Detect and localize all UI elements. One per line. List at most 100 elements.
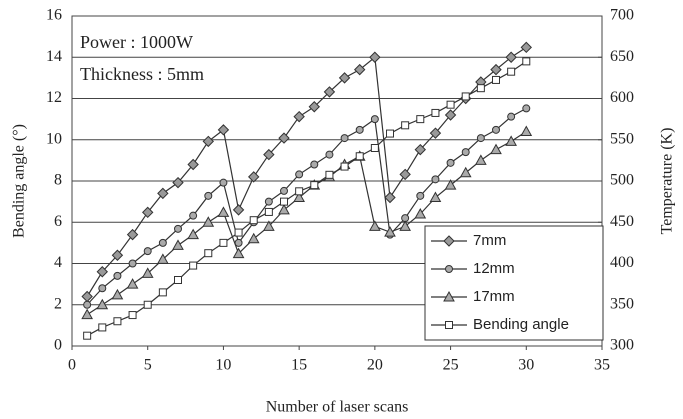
marker <box>202 216 215 227</box>
marker <box>249 216 258 225</box>
marker <box>476 134 485 143</box>
marker <box>444 109 457 121</box>
marker <box>113 317 122 326</box>
y-tick-label: 16 <box>46 7 62 24</box>
x-tick-label: 20 <box>367 357 383 374</box>
marker <box>429 127 442 139</box>
y2-tick-label: 550 <box>610 130 634 147</box>
marker <box>507 112 516 121</box>
marker <box>295 187 304 196</box>
marker <box>172 239 184 250</box>
marker <box>157 253 169 264</box>
marker <box>217 124 230 136</box>
marker <box>369 51 381 63</box>
annotation: Power : 1000W <box>80 32 193 52</box>
marker <box>492 75 500 84</box>
marker <box>416 115 425 124</box>
x-tick-label: 35 <box>594 357 610 374</box>
marker <box>83 300 92 309</box>
legend-label: 7mm <box>473 232 506 249</box>
marker <box>476 84 485 93</box>
marker <box>431 175 440 184</box>
marker <box>98 323 107 332</box>
marker <box>204 249 213 258</box>
marker <box>81 308 93 320</box>
y-tick-label: 4 <box>54 254 62 271</box>
marker <box>142 206 154 219</box>
marker <box>522 104 531 113</box>
marker <box>143 247 152 256</box>
marker <box>431 108 440 117</box>
marker <box>83 331 92 340</box>
marker <box>278 132 290 144</box>
marker <box>308 101 320 113</box>
marker <box>384 191 396 204</box>
marker <box>475 154 487 165</box>
marker <box>340 134 349 143</box>
marker <box>505 51 517 63</box>
y2-axis-label: Temperature (K) <box>659 128 676 235</box>
marker <box>520 41 532 54</box>
marker <box>325 150 334 159</box>
marker <box>338 72 351 84</box>
marker <box>141 267 154 278</box>
marker <box>370 144 379 152</box>
plot-frame <box>71 15 603 347</box>
y-tick-label: 14 <box>46 48 62 65</box>
y-tick-label: 12 <box>46 89 62 106</box>
marker <box>172 176 184 189</box>
marker <box>280 197 288 206</box>
x-tick-label: 5 <box>144 357 152 374</box>
marker <box>444 179 457 190</box>
marker <box>340 162 349 171</box>
marker <box>310 160 319 169</box>
marker <box>263 220 275 231</box>
x-tick-label: 0 <box>68 357 76 374</box>
y2-tick-label: 400 <box>610 254 634 271</box>
x-tick-label: 15 <box>291 357 307 374</box>
legend-marker <box>445 265 453 273</box>
marker <box>232 204 245 216</box>
marker <box>128 259 137 268</box>
marker <box>325 170 334 179</box>
marker <box>204 191 213 200</box>
marker <box>111 288 124 300</box>
marker <box>461 92 470 101</box>
y2-tick-label: 350 <box>610 295 634 312</box>
marker <box>189 211 198 220</box>
marker <box>96 266 108 278</box>
legend-marker <box>443 290 455 302</box>
legend-label: 12mm <box>473 260 515 277</box>
marker <box>446 100 455 109</box>
marker <box>219 238 228 247</box>
legend-marker <box>445 321 453 329</box>
marker <box>386 129 394 138</box>
marker <box>189 261 198 270</box>
legend-label: 17mm <box>473 288 515 305</box>
y-tick-label: 8 <box>54 172 62 189</box>
marker <box>399 220 411 231</box>
marker <box>414 207 427 219</box>
marker <box>310 181 319 190</box>
marker <box>370 115 379 124</box>
marker <box>522 57 531 66</box>
y2-tick-label: 300 <box>610 337 634 354</box>
marker <box>414 143 426 156</box>
marker <box>217 206 230 217</box>
marker <box>446 158 455 167</box>
legend-box <box>424 225 604 341</box>
marker <box>248 171 260 183</box>
marker <box>96 298 109 310</box>
marker <box>280 186 288 195</box>
marker <box>293 191 305 202</box>
y-tick-label: 2 <box>54 295 62 312</box>
marker <box>126 278 139 289</box>
annotation: Thickness : 5mm <box>80 64 204 84</box>
marker <box>158 238 167 247</box>
marker <box>492 125 500 134</box>
y2-tick-label: 450 <box>610 213 634 230</box>
marker <box>264 197 273 206</box>
marker <box>174 224 182 233</box>
marker <box>247 232 260 244</box>
marker <box>264 207 273 216</box>
